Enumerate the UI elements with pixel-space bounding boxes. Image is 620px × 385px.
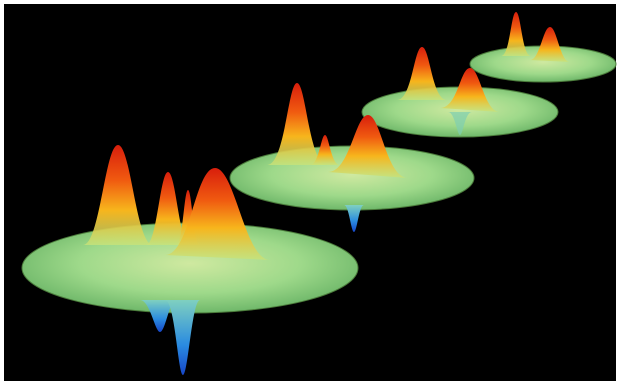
image bbox=[0, 0, 620, 385]
page bbox=[0, 0, 620, 385]
